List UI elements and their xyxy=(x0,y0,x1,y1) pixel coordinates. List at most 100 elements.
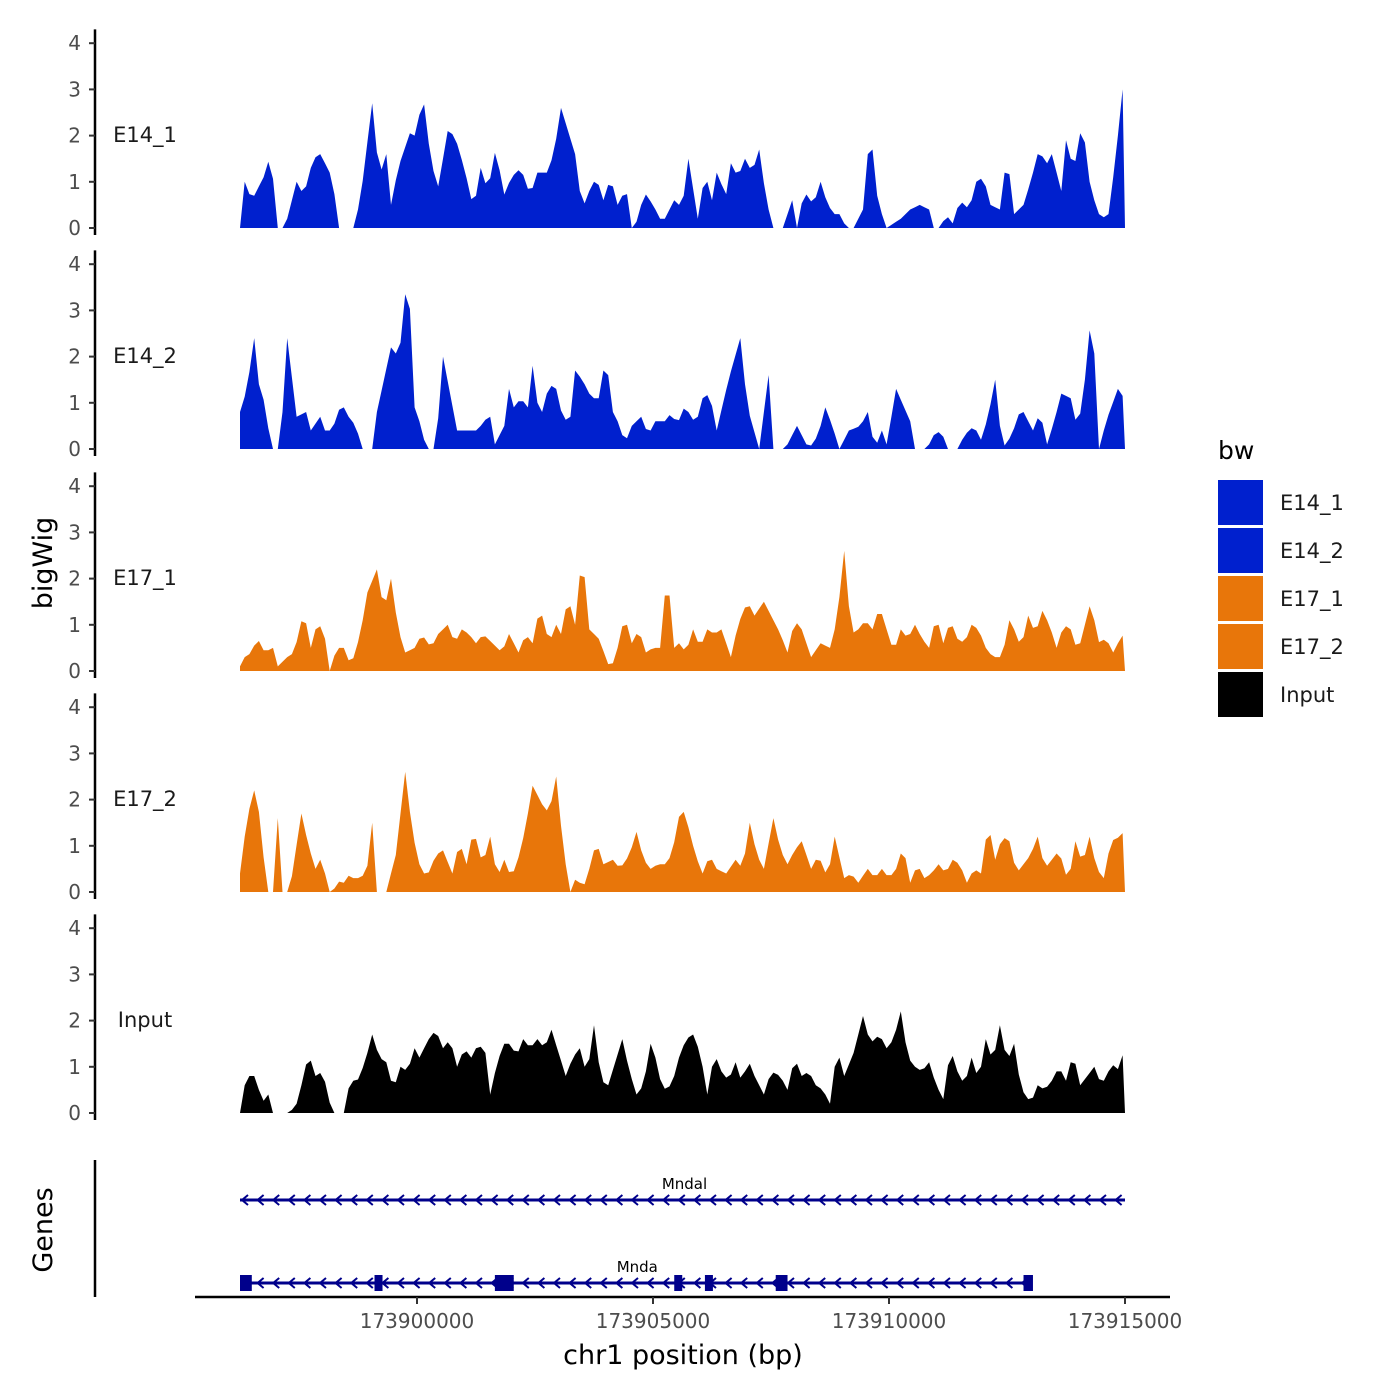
y-tick-label: 0 xyxy=(68,437,81,461)
legend-label: E14_2 xyxy=(1280,539,1344,564)
legend-swatch xyxy=(1218,576,1263,621)
strand-arrow xyxy=(802,1277,811,1289)
strand-arrow xyxy=(536,1194,546,1206)
strand-arrow xyxy=(302,1194,312,1206)
strand-arrow xyxy=(302,1277,312,1289)
strand-arrow xyxy=(318,1277,327,1289)
track-label: E17_2 xyxy=(113,787,177,812)
strand-arrow xyxy=(412,1194,421,1206)
x-tick-label: 173910000 xyxy=(832,1309,947,1333)
y-tick-label: 1 xyxy=(68,391,81,415)
y-tick-label: 3 xyxy=(68,298,81,322)
strand-arrow xyxy=(614,1277,624,1289)
coverage-tracks: 0 1 2 3 4 E14_1 0 1 2 3 4 E14_2 0 1 2 3 4 E17_1 0 1 2 3 4 E17_2… xyxy=(68,29,1125,1125)
strand-arrow xyxy=(334,1277,343,1289)
strand-arrow xyxy=(864,1194,873,1206)
strand-arrow xyxy=(568,1277,577,1289)
y-tick-label: 0 xyxy=(68,880,81,904)
track-E14_1: 0 1 2 3 4 E14_1 xyxy=(68,29,1125,240)
y-tick-label: 4 xyxy=(68,474,81,498)
track-label: Input xyxy=(118,1008,172,1032)
coverage-area-E14_1 xyxy=(240,89,1125,229)
legend-label: E17_2 xyxy=(1280,635,1344,660)
y-tick-label: 0 xyxy=(68,216,81,240)
legend-item-E14_2: E14_2 xyxy=(1218,528,1344,573)
strand-arrow xyxy=(958,1277,967,1289)
strand-arrow xyxy=(443,1277,452,1289)
gene-Mndal: Mndal xyxy=(240,1175,1125,1206)
strand-arrow xyxy=(365,1277,374,1289)
strand-arrow xyxy=(817,1277,826,1289)
strand-arrow xyxy=(770,1194,780,1206)
strand-arrow xyxy=(630,1277,639,1289)
legend-item-Input: Input xyxy=(1218,672,1334,717)
gene-name: Mnda xyxy=(617,1258,658,1276)
strand-arrow xyxy=(661,1277,670,1289)
strand-arrow xyxy=(458,1194,468,1206)
track-Input: 0 1 2 3 4 Input xyxy=(68,914,1125,1125)
strand-arrow xyxy=(443,1194,452,1206)
y-tick-label: 1 xyxy=(68,834,81,858)
strand-arrow xyxy=(583,1194,592,1206)
strand-arrow xyxy=(864,1277,873,1289)
y-tick-label: 2 xyxy=(68,124,81,148)
x-tick-label: 173915000 xyxy=(1068,1309,1183,1333)
track-E14_2: 0 1 2 3 4 E14_2 xyxy=(68,250,1125,461)
strand-arrow xyxy=(240,1194,249,1206)
strand-arrow xyxy=(396,1194,405,1206)
y-tick-label: 2 xyxy=(68,788,81,812)
strand-arrow xyxy=(911,1277,920,1289)
strand-arrow xyxy=(895,1277,904,1289)
track-label: E14_2 xyxy=(113,344,177,369)
gene-panel: Mndal Mnda xyxy=(93,1160,1125,1297)
strand-arrow xyxy=(724,1194,733,1206)
strand-arrow xyxy=(942,1277,951,1289)
exon xyxy=(1023,1275,1033,1291)
strand-arrow xyxy=(427,1194,436,1206)
strand-arrow xyxy=(474,1277,483,1289)
track-E17_1: 0 1 2 3 4 E17_1 xyxy=(68,472,1125,683)
legend-label: Input xyxy=(1280,683,1334,707)
x-axis: 173900000 173905000 173910000 173915000 xyxy=(195,1295,1183,1333)
exon xyxy=(775,1275,788,1291)
coverage-area-Input xyxy=(240,1011,1125,1113)
y-tick-label: 3 xyxy=(68,77,81,101)
strand-arrow xyxy=(661,1194,670,1206)
strand-arrow xyxy=(692,1194,702,1206)
strand-arrow xyxy=(817,1194,826,1206)
gene-name: Mndal xyxy=(662,1175,707,1193)
strand-arrow xyxy=(271,1194,280,1206)
strand-arrow xyxy=(365,1194,374,1206)
coverage-area-E14_2 xyxy=(240,294,1125,449)
strand-arrow xyxy=(287,1194,296,1206)
legend-item-E14_1: E14_1 xyxy=(1218,480,1344,525)
strand-arrow xyxy=(599,1277,608,1289)
y-axis-title: bigWig xyxy=(28,517,59,610)
strand-arrow xyxy=(1051,1194,1060,1206)
strand-arrow xyxy=(786,1277,795,1289)
strand-arrow xyxy=(349,1194,358,1206)
strand-arrow xyxy=(739,1194,748,1206)
strand-arrow xyxy=(973,1277,982,1289)
strand-arrow xyxy=(552,1277,561,1289)
strand-arrow xyxy=(880,1194,889,1206)
coverage-area-E17_1 xyxy=(240,550,1125,671)
y-tick-label: 2 xyxy=(68,1009,81,1033)
strand-arrow xyxy=(474,1194,483,1206)
exon xyxy=(704,1275,713,1291)
strand-arrow xyxy=(973,1194,982,1206)
strand-arrow xyxy=(724,1277,733,1289)
strand-arrow xyxy=(833,1194,842,1206)
strand-arrow xyxy=(926,1194,936,1206)
track-label: E14_1 xyxy=(113,123,177,148)
strand-arrow xyxy=(989,1277,998,1289)
strand-arrow xyxy=(848,1194,858,1206)
legend-label: E14_1 xyxy=(1280,491,1344,516)
strand-arrow xyxy=(911,1194,920,1206)
legend: bw E14_1 E14_2 E17_1 E17_2 Input xyxy=(1218,436,1344,717)
strand-arrow xyxy=(536,1277,546,1289)
strand-arrow xyxy=(287,1277,296,1289)
y-tick-label: 4 xyxy=(68,252,81,276)
